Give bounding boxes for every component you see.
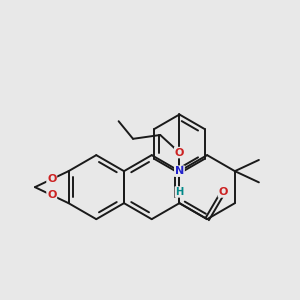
Text: H: H xyxy=(175,187,184,197)
Text: O: O xyxy=(175,148,184,158)
Text: O: O xyxy=(218,187,228,197)
Text: N: N xyxy=(175,166,184,176)
Text: O: O xyxy=(47,190,56,200)
Text: O: O xyxy=(47,174,56,184)
